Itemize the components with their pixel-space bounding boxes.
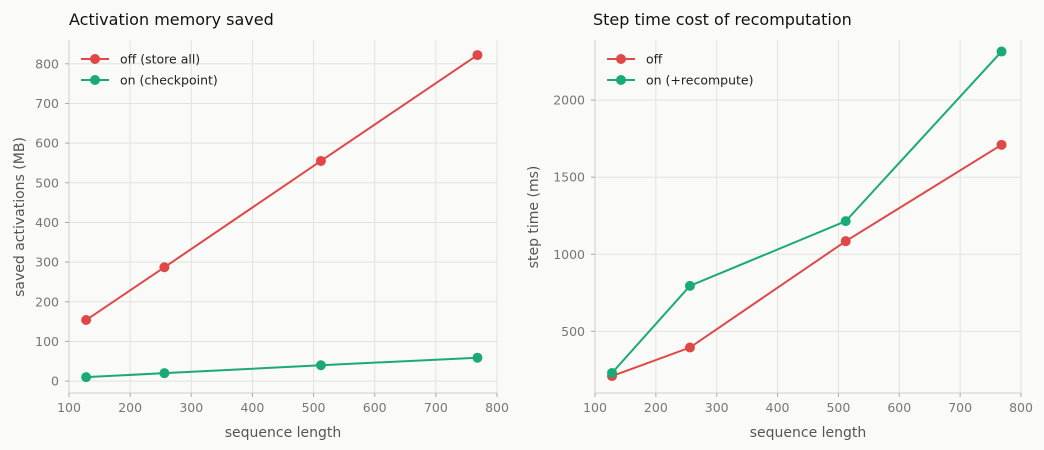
y-tick-label: 1000 bbox=[553, 247, 585, 262]
series-line bbox=[611, 50, 1003, 374]
y-tick-label: 200 bbox=[35, 294, 59, 309]
y-tick-label: 0 bbox=[51, 374, 59, 389]
x-tick-label: 400 bbox=[240, 400, 264, 415]
x-axis-label: sequence length bbox=[225, 425, 342, 441]
legend-label: off (store all) bbox=[120, 52, 200, 67]
legend-marker bbox=[616, 75, 626, 85]
y-axis-label: saved activations (MB) bbox=[12, 137, 28, 297]
series-lines bbox=[81, 50, 483, 383]
spines bbox=[68, 40, 497, 394]
data-point bbox=[315, 360, 326, 371]
data-point bbox=[81, 315, 92, 326]
x-tick-label: 100 bbox=[583, 400, 607, 415]
chart-title: Activation memory saved bbox=[69, 10, 274, 29]
legend-label: on (checkpoint) bbox=[120, 73, 218, 88]
y-tick-label: 800 bbox=[35, 56, 59, 71]
x-tick-label: 800 bbox=[1009, 400, 1033, 415]
data-point bbox=[159, 368, 170, 379]
series-off-store-all bbox=[81, 50, 483, 326]
y-tick-label: 300 bbox=[35, 255, 59, 270]
data-point bbox=[996, 46, 1007, 57]
data-point bbox=[315, 155, 326, 166]
series-line bbox=[86, 356, 478, 379]
legend-label: off bbox=[646, 52, 663, 67]
x-tick-label: 300 bbox=[179, 400, 203, 415]
data-point bbox=[159, 262, 170, 273]
series-line bbox=[85, 54, 478, 321]
y-tick-label: 100 bbox=[35, 334, 59, 349]
legend-label: on (+recompute) bbox=[646, 73, 753, 88]
y-ticks: 0 100 200 300 400 500 600 700 800 bbox=[35, 56, 69, 389]
legend-marker bbox=[90, 75, 100, 85]
data-point bbox=[840, 236, 851, 247]
data-point bbox=[607, 367, 618, 378]
y-tick-label: 1500 bbox=[553, 170, 585, 185]
x-tick-label: 400 bbox=[766, 400, 790, 415]
legend-item: off bbox=[607, 52, 663, 67]
series-on-recompute bbox=[607, 46, 1007, 378]
data-point bbox=[684, 342, 695, 353]
x-axis-label: sequence length bbox=[750, 425, 867, 441]
legend: off (store all) on (checkpoint) bbox=[81, 52, 218, 88]
data-point bbox=[81, 372, 92, 383]
chart-memory-saved: Activation memory saved 100 200 300 400 500 6… bbox=[12, 10, 509, 441]
y-tick-label: 2000 bbox=[553, 93, 585, 108]
x-tick-label: 600 bbox=[363, 400, 387, 415]
y-axis-label: step time (ms) bbox=[526, 166, 542, 269]
y-tick-label: 500 bbox=[561, 324, 585, 339]
gridlines bbox=[68, 40, 498, 393]
x-tick-label: 600 bbox=[887, 400, 911, 415]
gridlines bbox=[594, 40, 1022, 393]
x-tick-label: 700 bbox=[424, 400, 448, 415]
legend-marker bbox=[90, 54, 100, 64]
series-line bbox=[611, 143, 1003, 377]
data-point bbox=[472, 352, 483, 363]
chart-step-time: Step time cost of recomputation 100 200 30… bbox=[526, 10, 1033, 441]
x-tick-label: 800 bbox=[485, 400, 509, 415]
x-tick-label: 500 bbox=[302, 400, 326, 415]
y-tick-label: 500 bbox=[35, 175, 59, 190]
y-tick-label: 400 bbox=[35, 215, 59, 230]
data-point bbox=[684, 280, 695, 291]
series-off bbox=[607, 139, 1007, 382]
data-point bbox=[472, 50, 483, 61]
y-tick-label: 700 bbox=[35, 96, 59, 111]
data-point bbox=[996, 139, 1007, 150]
legend-item: on (checkpoint) bbox=[81, 73, 218, 88]
spines bbox=[594, 40, 1021, 394]
x-ticks: 100 200 300 400 500 600 700 800 bbox=[583, 393, 1033, 415]
x-tick-label: 300 bbox=[705, 400, 729, 415]
data-point bbox=[840, 216, 851, 227]
x-ticks: 100 200 300 400 500 600 700 800 bbox=[57, 393, 509, 415]
x-tick-label: 100 bbox=[57, 400, 81, 415]
series-on-checkpoint bbox=[81, 352, 483, 383]
legend-item: on (+recompute) bbox=[607, 73, 753, 88]
y-ticks: 500 1000 1500 2000 bbox=[553, 93, 595, 339]
y-tick-label: 600 bbox=[35, 136, 59, 151]
legend-item: off (store all) bbox=[81, 52, 200, 67]
legend: off on (+recompute) bbox=[607, 52, 753, 88]
chart-title: Step time cost of recomputation bbox=[593, 10, 852, 29]
x-tick-label: 500 bbox=[826, 400, 850, 415]
legend-marker bbox=[616, 54, 626, 64]
x-tick-label: 200 bbox=[118, 400, 142, 415]
series-lines bbox=[607, 46, 1007, 382]
x-tick-label: 200 bbox=[644, 400, 668, 415]
x-tick-label: 700 bbox=[948, 400, 972, 415]
